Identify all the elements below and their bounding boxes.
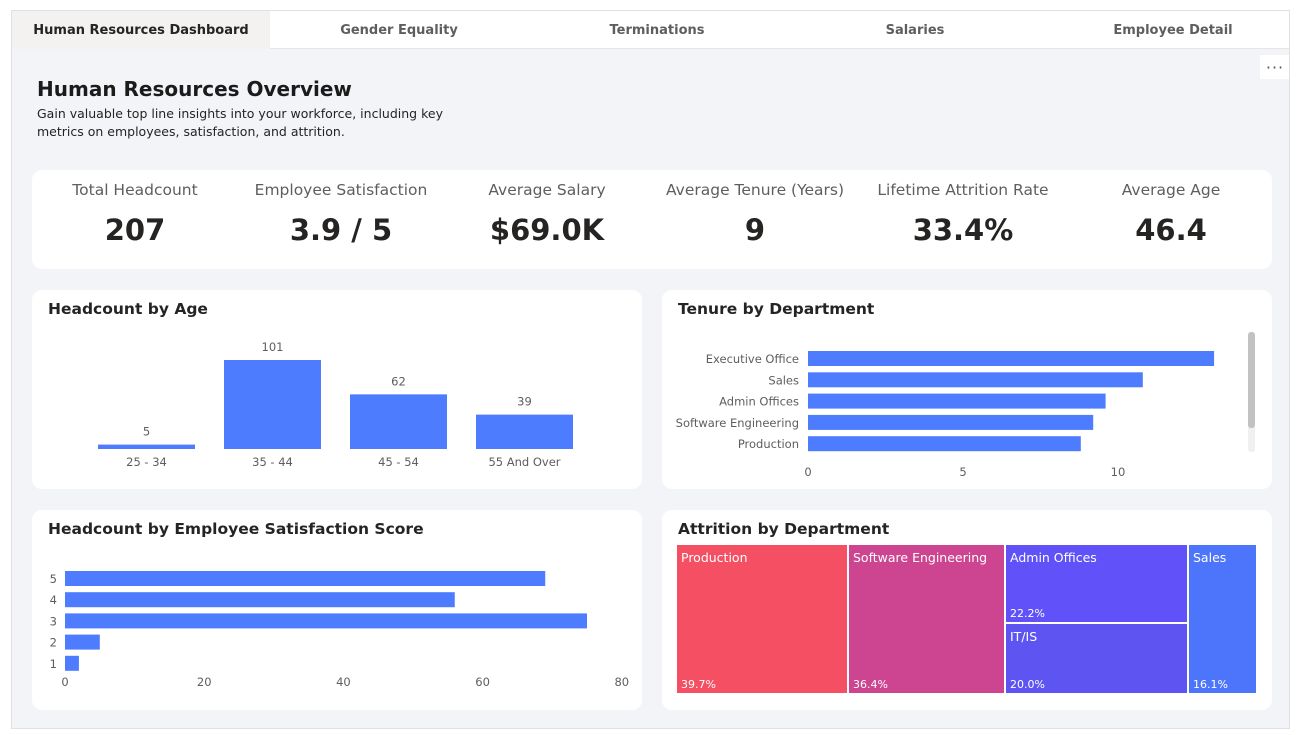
kpi-average-salary[interactable]: Average Salary $69.0K <box>444 170 650 269</box>
headcount-by-satisfaction-card: Headcount by Employee Satisfaction Score… <box>32 510 642 710</box>
treemap-value: 16.1% <box>1193 678 1228 691</box>
y-tick-label: Executive Office <box>706 352 799 366</box>
x-tick-label: 10 <box>1111 465 1126 479</box>
bar[interactable] <box>808 372 1143 388</box>
y-tick-label: Admin Offices <box>719 395 799 409</box>
kpi-value: 33.4% <box>912 213 1014 247</box>
bar[interactable] <box>808 436 1081 452</box>
bar[interactable] <box>350 394 447 449</box>
kpi-average-tenure[interactable]: Average Tenure (Years) 9 <box>652 170 858 269</box>
treemap-cell-software-engineering[interactable]: Software Engineering 36.4% <box>849 545 1006 695</box>
treemap-value: 22.2% <box>1010 607 1045 620</box>
y-tick-label: 1 <box>50 657 57 671</box>
data-label: 5 <box>143 425 150 439</box>
x-tick-label: 20 <box>197 675 212 689</box>
y-tick-label: 3 <box>50 614 57 628</box>
tenure-by-department-card: Tenure by Department Executive Office Sal… <box>662 290 1272 489</box>
attrition-by-department-card: Attrition by Department Production 39.7% S… <box>662 510 1272 710</box>
kpi-label: Average Salary <box>488 181 606 199</box>
x-tick-label: 35 - 44 <box>252 455 293 469</box>
headcount-by-age-chart: 5 25 - 34 101 35 - 44 62 45 - 54 39 55 And Over <box>98 340 573 469</box>
treemap-label: Production <box>681 550 748 565</box>
bar[interactable] <box>65 571 546 586</box>
bar[interactable] <box>808 351 1215 366</box>
scrollbar-thumb[interactable] <box>1248 332 1255 428</box>
kpi-value: 3.9 / 5 <box>289 213 393 247</box>
treemap-value: 39.7% <box>681 678 716 691</box>
kpi-label: Lifetime Attrition Rate <box>877 181 1049 199</box>
tenure-by-department-chart: Executive Office Sales Admin Offices Softwa… <box>676 351 1215 479</box>
kpi-value: $69.0K <box>489 213 605 247</box>
bar[interactable] <box>98 444 195 449</box>
chart-title: Headcount by Employee Satisfaction Score <box>48 520 424 538</box>
bar[interactable] <box>224 360 321 449</box>
treemap-value: 20.0% <box>1010 678 1045 691</box>
bar[interactable] <box>808 414 1094 430</box>
x-tick-label: 0 <box>804 465 811 479</box>
kpi-value: 46.4 <box>1135 213 1207 247</box>
x-tick-label: 45 - 54 <box>378 455 419 469</box>
treemap-label: IT/IS <box>1010 629 1038 644</box>
data-label: 101 <box>262 340 284 354</box>
tab-terminations[interactable]: Terminations <box>609 22 705 38</box>
y-tick-label: 2 <box>50 636 57 650</box>
treemap-cell-admin-offices[interactable]: Admin Offices 22.2% <box>1006 545 1189 624</box>
kpi-label: Average Age <box>1121 181 1221 199</box>
bar[interactable] <box>65 655 79 671</box>
y-tick-label: Software Engineering <box>676 416 799 430</box>
kpi-value: 9 <box>744 213 766 247</box>
x-tick-label: 0 <box>61 675 68 689</box>
bar[interactable] <box>65 613 587 629</box>
page-subtitle: Gain valuable top line insights into you… <box>37 106 443 139</box>
treemap-cell-production[interactable]: Production 39.7% <box>677 545 849 695</box>
tab-gender-equality[interactable]: Gender Equality <box>340 22 458 38</box>
y-tick-label: Sales <box>768 373 799 387</box>
x-tick-label: 80 <box>614 675 629 689</box>
treemap-cell-it-is[interactable]: IT/IS 20.0% <box>1006 624 1189 695</box>
treemap-label: Sales <box>1193 550 1227 565</box>
y-tick-label: 4 <box>50 593 57 607</box>
chart-title: Attrition by Department <box>678 520 890 538</box>
x-tick-label: 5 <box>959 465 966 479</box>
report-canvas: Human Resources Dashboard Gender Equalit… <box>11 10 1290 729</box>
y-tick-label: 5 <box>50 572 57 586</box>
bar[interactable] <box>65 592 455 608</box>
tab-human-resources-dashboard[interactable]: Human Resources Dashboard <box>12 11 270 49</box>
data-label: 39 <box>517 395 532 409</box>
kpi-label: Average Tenure (Years) <box>665 181 845 199</box>
treemap-cell-sales[interactable]: Sales 16.1% <box>1189 545 1258 695</box>
ellipsis-icon[interactable]: ··· <box>1260 55 1289 79</box>
x-tick-label: 55 And Over <box>488 455 560 469</box>
chart-title: Headcount by Age <box>48 300 208 318</box>
treemap-label: Admin Offices <box>1010 550 1097 565</box>
headcount-by-age-card: Headcount by Age 5 25 - 34 101 35 - 44 62 45 … <box>32 290 642 489</box>
kpi-lifetime-attrition-rate[interactable]: Lifetime Attrition Rate 33.4% <box>860 170 1066 269</box>
bar[interactable] <box>476 414 573 449</box>
kpi-average-age[interactable]: Average Age 46.4 <box>1068 170 1274 269</box>
bar[interactable] <box>808 393 1106 409</box>
kpi-label: Employee Satisfaction <box>254 181 428 199</box>
kpi-total-headcount[interactable]: Total Headcount 207 <box>32 170 238 269</box>
treemap-label: Software Engineering <box>853 550 988 565</box>
tab-employee-detail[interactable]: Employee Detail <box>1113 22 1233 38</box>
y-tick-label: Production <box>738 437 799 451</box>
headcount-by-satisfaction-chart: 5 4 3 2 10 20 40 60 80 <box>50 571 629 689</box>
treemap-value: 36.4% <box>853 678 888 691</box>
kpi-employee-satisfaction[interactable]: Employee Satisfaction 3.9 / 5 <box>238 170 444 269</box>
x-tick-label: 25 - 34 <box>126 455 167 469</box>
page-tabs: Human Resources Dashboard Gender Equalit… <box>12 11 1289 49</box>
kpi-value: 207 <box>104 213 166 247</box>
x-tick-label: 60 <box>475 675 490 689</box>
x-tick-label: 40 <box>336 675 351 689</box>
kpi-label: Total Headcount <box>72 181 198 199</box>
tab-salaries[interactable]: Salaries <box>885 22 945 38</box>
bar[interactable] <box>65 634 100 650</box>
kpi-card: Total Headcount 207 Employee Satisfactio… <box>32 170 1272 269</box>
page-title: Human Resources Overview <box>37 77 352 101</box>
chart-title: Tenure by Department <box>678 300 875 318</box>
data-label: 62 <box>391 374 406 388</box>
